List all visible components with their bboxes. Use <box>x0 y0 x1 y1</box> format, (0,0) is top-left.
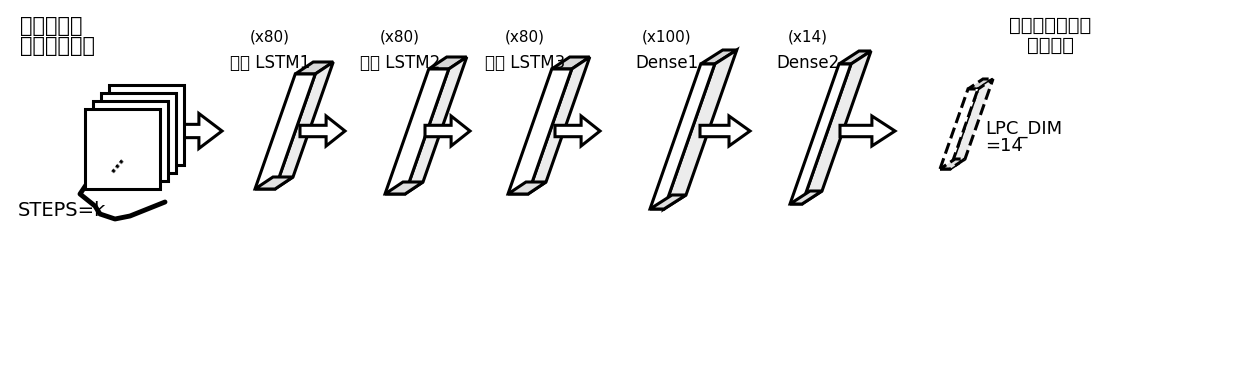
Polygon shape <box>940 159 965 169</box>
Polygon shape <box>405 57 466 194</box>
Polygon shape <box>790 64 851 204</box>
Polygon shape <box>275 62 334 189</box>
Polygon shape <box>663 50 737 209</box>
Polygon shape <box>384 182 423 194</box>
Text: 唇部图像的: 唇部图像的 <box>20 16 83 36</box>
Polygon shape <box>86 109 160 189</box>
Polygon shape <box>552 57 590 69</box>
Polygon shape <box>701 116 750 146</box>
Polygon shape <box>100 93 176 173</box>
Text: 卷积 LSTM3: 卷积 LSTM3 <box>485 54 565 72</box>
Text: STEPS=k: STEPS=k <box>19 202 107 220</box>
Text: Dense1: Dense1 <box>635 54 698 72</box>
Polygon shape <box>109 85 184 165</box>
Polygon shape <box>839 116 895 146</box>
Polygon shape <box>701 50 737 64</box>
Text: (x14): (x14) <box>787 29 828 44</box>
Text: 卷积 LSTM1: 卷积 LSTM1 <box>229 54 310 72</box>
Text: LPC_DIM: LPC_DIM <box>985 120 1063 138</box>
Text: (x80): (x80) <box>250 29 290 44</box>
Text: =14: =14 <box>985 137 1023 155</box>
Text: 一个音频帧编码: 一个音频帧编码 <box>1009 16 1091 35</box>
Polygon shape <box>802 51 870 204</box>
Polygon shape <box>255 74 315 189</box>
Text: 卷积 LSTM2: 卷积 LSTM2 <box>360 54 440 72</box>
Polygon shape <box>429 57 466 69</box>
Text: (x80): (x80) <box>379 29 420 44</box>
Text: (x80): (x80) <box>505 29 546 44</box>
Polygon shape <box>167 114 222 149</box>
Polygon shape <box>528 57 590 194</box>
Polygon shape <box>556 116 600 146</box>
Polygon shape <box>508 69 572 194</box>
Polygon shape <box>650 64 714 209</box>
Polygon shape <box>255 177 293 189</box>
Polygon shape <box>300 116 345 146</box>
Text: ⋯: ⋯ <box>105 153 130 179</box>
Polygon shape <box>295 62 334 74</box>
Polygon shape <box>508 182 546 194</box>
Text: (x100): (x100) <box>642 29 692 44</box>
Polygon shape <box>384 69 449 194</box>
Polygon shape <box>940 89 978 169</box>
Text: 参数向量: 参数向量 <box>1027 36 1074 55</box>
Polygon shape <box>950 79 993 169</box>
Polygon shape <box>425 116 470 146</box>
Polygon shape <box>93 101 167 181</box>
Polygon shape <box>650 195 686 209</box>
Polygon shape <box>968 79 993 89</box>
Text: 一个短时序列: 一个短时序列 <box>20 36 95 56</box>
Polygon shape <box>790 191 822 204</box>
Polygon shape <box>839 51 870 64</box>
Text: Dense2: Dense2 <box>776 54 839 72</box>
